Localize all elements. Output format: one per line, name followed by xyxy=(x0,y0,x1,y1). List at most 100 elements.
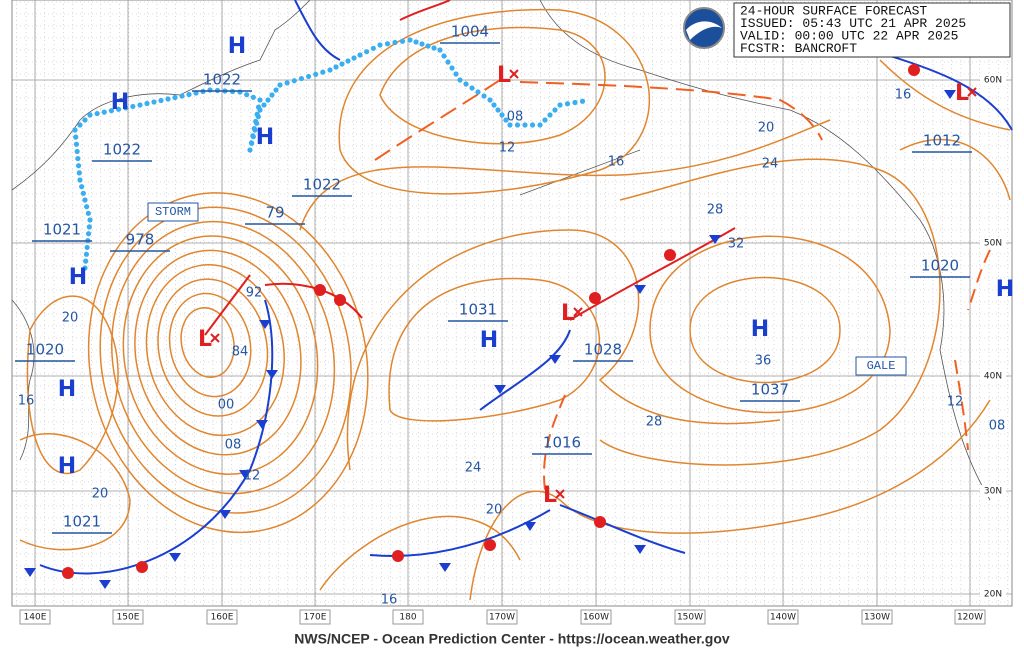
pressure-label: 1020 xyxy=(921,257,959,275)
isobar-label: 08 xyxy=(225,438,242,453)
ice-dot xyxy=(249,140,255,146)
warm-symbol xyxy=(136,561,148,573)
isobar xyxy=(87,192,369,534)
high-symbol: H xyxy=(58,454,76,479)
ice-dot xyxy=(557,102,563,108)
isobar-label: 16 xyxy=(381,593,398,608)
ice-dot xyxy=(384,41,391,47)
ice-dot xyxy=(144,100,150,107)
longitude-label: 130W xyxy=(864,613,890,623)
isobar-label: 16 xyxy=(18,394,35,409)
high-symbol: H xyxy=(256,125,274,150)
ice-dot xyxy=(457,77,463,83)
ice-dot xyxy=(82,265,88,271)
latitude-label: 30N xyxy=(984,487,1002,497)
isobar-label: 00 xyxy=(218,398,235,413)
ice-dot xyxy=(495,107,501,113)
ice-dot xyxy=(75,155,81,162)
ice-dot xyxy=(79,184,85,190)
pressure-label: 978 xyxy=(126,231,155,249)
ice-dot xyxy=(257,97,263,103)
ice-dot xyxy=(469,85,475,91)
high-symbol: H xyxy=(751,317,769,342)
ice-dot xyxy=(84,204,90,210)
ice-dot xyxy=(564,101,571,107)
ice-dot xyxy=(257,107,263,113)
lat-box xyxy=(980,237,1006,249)
ice-dot xyxy=(291,78,297,84)
low-symbol: L xyxy=(561,301,575,326)
coast-japan xyxy=(11,299,35,461)
warm-front xyxy=(399,0,451,21)
cold-symbol xyxy=(256,420,268,429)
warm-symbol xyxy=(908,64,920,76)
ice-dot xyxy=(82,117,88,123)
pressure-label: 1021 xyxy=(63,513,101,531)
lon-box xyxy=(580,609,612,625)
longitude-label: 150W xyxy=(677,613,703,623)
warm-symbol xyxy=(589,292,601,304)
ice-dot xyxy=(529,122,536,128)
ice-dot xyxy=(86,224,92,230)
lon-box xyxy=(206,609,238,625)
isobar xyxy=(180,307,235,378)
longitude-label: 140W xyxy=(770,613,796,623)
ice-dot xyxy=(327,67,333,73)
isobar-label: 12 xyxy=(244,469,261,484)
ice-dot xyxy=(277,82,283,88)
isobar-label: 20 xyxy=(62,311,79,326)
ice-dot xyxy=(244,92,250,98)
ice-dot xyxy=(115,106,122,112)
isobar-label: 08 xyxy=(507,110,524,125)
header-line: VALID: 00:00 UTC 22 APR 2025 xyxy=(740,28,958,43)
ice-dot xyxy=(399,38,406,44)
isobar xyxy=(469,399,991,601)
ice-dot xyxy=(507,122,513,128)
ice-dot xyxy=(313,71,319,77)
ice-dot xyxy=(252,127,258,133)
cold-symbol xyxy=(219,510,231,519)
header-box xyxy=(733,2,1011,58)
cold-symbol xyxy=(944,90,956,99)
ice-dot xyxy=(425,43,431,49)
ice-dot xyxy=(487,97,493,103)
ice-dot xyxy=(370,45,376,51)
ice-dot xyxy=(101,109,107,115)
warm-symbol xyxy=(594,516,606,528)
ice-dot xyxy=(237,89,243,95)
ice-dot xyxy=(172,94,178,101)
latitude-label: 50N xyxy=(984,239,1002,249)
cold-symbol xyxy=(494,385,506,394)
ice-dot xyxy=(481,93,487,99)
isobar xyxy=(145,264,285,437)
isobar xyxy=(388,277,601,422)
lon-box xyxy=(19,609,51,625)
lon-box xyxy=(674,609,706,625)
trough xyxy=(543,394,566,491)
labels: 140E 150E 160E 170E 180 170W 160W 150W 140W 130W 1… xyxy=(15,3,1014,647)
lon-box xyxy=(299,609,331,625)
low-cross xyxy=(210,333,220,343)
pressure-label: 1031 xyxy=(459,301,497,319)
trough xyxy=(374,79,823,161)
front-symbols xyxy=(24,64,956,589)
isobar xyxy=(111,220,336,495)
pressure-label: 1028 xyxy=(584,341,622,359)
lat-box xyxy=(980,588,1006,600)
ice-dot xyxy=(151,99,157,105)
isobar-label: 28 xyxy=(707,203,724,218)
isobar-label: 16 xyxy=(608,155,625,170)
cold-symbol xyxy=(239,470,251,479)
ice-dot xyxy=(261,102,267,108)
longitude-label: 160W xyxy=(583,613,609,623)
high-symbol: H xyxy=(69,265,87,290)
ice-dot xyxy=(265,97,271,103)
ice-dot xyxy=(475,89,481,95)
ice-dot xyxy=(186,91,192,98)
cold-front xyxy=(294,0,341,61)
ice-dot xyxy=(77,177,83,183)
isobar xyxy=(319,515,521,591)
ice-dot xyxy=(441,53,447,59)
coast-america xyxy=(539,0,991,501)
